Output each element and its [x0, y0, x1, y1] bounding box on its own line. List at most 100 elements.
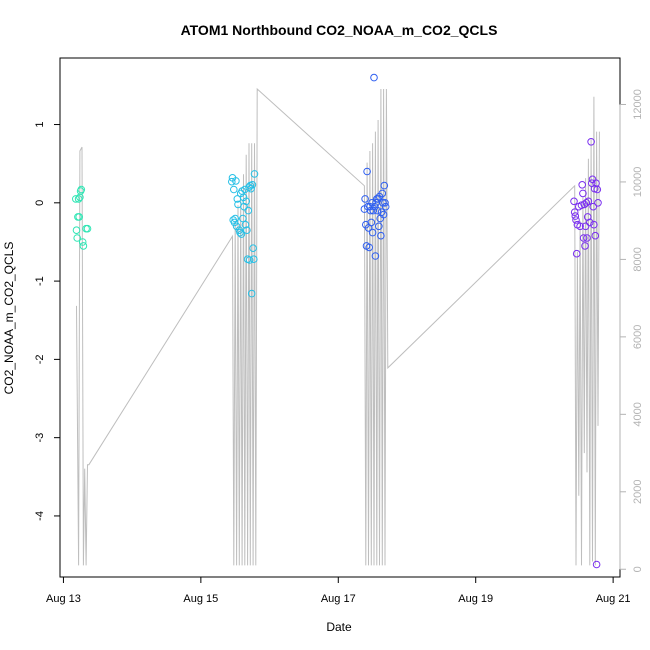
y-axis: 1 0 -1 -2 -3 -4 — [34, 121, 61, 521]
data-point — [248, 181, 257, 189]
data-point — [381, 202, 390, 211]
data-point — [581, 242, 589, 250]
data-point — [72, 195, 80, 203]
data-point — [368, 199, 376, 207]
y2-tick-label: 4000 — [632, 402, 644, 426]
data-point — [379, 210, 388, 219]
data-point — [377, 208, 386, 216]
data-point — [250, 255, 258, 264]
data-point — [368, 228, 377, 237]
y2-tick-label: 12000 — [632, 89, 644, 120]
data-point — [77, 185, 86, 194]
data-point — [371, 252, 380, 260]
y-axis-label: CO2_NOAA_m_CO2_QCLS — [2, 242, 16, 395]
data-point — [582, 199, 591, 207]
data-point — [373, 206, 382, 215]
data-point — [586, 218, 594, 227]
y-tick-label: -4 — [34, 511, 46, 521]
data-point — [370, 73, 378, 82]
data-point — [581, 222, 590, 231]
y2-tick-label: 0 — [632, 566, 644, 572]
data-point — [378, 189, 387, 198]
data-point — [239, 193, 248, 202]
data-point — [247, 289, 256, 298]
data-point — [590, 220, 598, 229]
y-tick-label: -3 — [34, 433, 46, 443]
data-point — [377, 231, 385, 240]
data-point — [375, 222, 383, 231]
y-tick-label: -2 — [34, 354, 46, 364]
data-point — [578, 181, 587, 189]
plot-frame — [59, 57, 621, 578]
data-point — [593, 185, 602, 194]
data-point — [367, 218, 376, 227]
data-point — [592, 560, 601, 569]
data-point — [230, 185, 238, 194]
data-point — [231, 214, 239, 223]
data-point — [579, 234, 588, 242]
y2-tick-label: 8000 — [632, 247, 644, 271]
y-tick-label: -1 — [34, 276, 46, 286]
data-point — [232, 222, 241, 231]
data-point — [579, 189, 587, 198]
x-tick-label: Aug 21 — [596, 593, 631, 605]
data-point — [228, 177, 236, 186]
y-tick-label: 0 — [34, 200, 46, 206]
data-point — [370, 202, 379, 211]
x-tick-label: Aug 15 — [183, 593, 218, 605]
chart-title: ATOM1 Northbound CO2_NOAA_m_CO2_QCLS — [181, 22, 498, 38]
data-point — [78, 238, 87, 246]
x-tick-label: Aug 13 — [46, 593, 81, 605]
data-point — [587, 138, 595, 146]
data-point — [244, 206, 253, 215]
data-point — [571, 212, 580, 220]
data-point — [250, 170, 259, 178]
data-point — [381, 199, 389, 207]
x-axis: Aug 13 Aug 15 Aug 17 Aug 19 Aug 21 — [46, 576, 631, 605]
data-point — [237, 230, 246, 238]
data-point — [241, 220, 250, 229]
data-point — [230, 218, 239, 227]
data-point — [75, 213, 83, 221]
x-tick-label: Aug 17 — [321, 593, 356, 605]
data-point — [83, 224, 92, 233]
data-point — [591, 231, 600, 240]
data-point — [249, 244, 257, 252]
data-point — [79, 242, 88, 250]
data-point — [365, 243, 374, 252]
data-point — [239, 214, 247, 223]
data-point — [589, 202, 598, 211]
y2-tick-label: 10000 — [632, 167, 644, 198]
x-axis-label: Date — [326, 620, 352, 634]
y2-axis: 0 2000 4000 6000 8000 10000 12000 — [619, 89, 644, 572]
data-point — [363, 167, 371, 176]
x-tick-label: Aug 19 — [458, 593, 493, 605]
data-point — [74, 195, 83, 203]
data-point — [570, 208, 579, 216]
y2-tick-label: 2000 — [632, 480, 644, 504]
data-point — [576, 222, 584, 231]
data-point — [584, 197, 593, 206]
data-point — [242, 197, 250, 206]
data-point — [588, 175, 597, 184]
scatter-points-group — [72, 73, 602, 569]
data-point — [245, 256, 254, 264]
data-point — [583, 234, 591, 242]
data-point — [594, 199, 602, 207]
data-point — [369, 206, 378, 215]
data-point — [572, 216, 580, 224]
y-tick-label: 1 — [34, 121, 46, 127]
data-point — [570, 197, 578, 206]
data-point — [236, 228, 244, 237]
data-point — [572, 249, 581, 258]
data-point — [73, 234, 81, 242]
data-point — [361, 195, 369, 203]
y2-tick-label: 6000 — [632, 325, 644, 349]
altitude-series-group — [76, 87, 600, 566]
data-point — [247, 184, 255, 193]
altitude-line — [76, 87, 600, 566]
data-point — [380, 181, 389, 190]
data-point — [72, 226, 81, 234]
